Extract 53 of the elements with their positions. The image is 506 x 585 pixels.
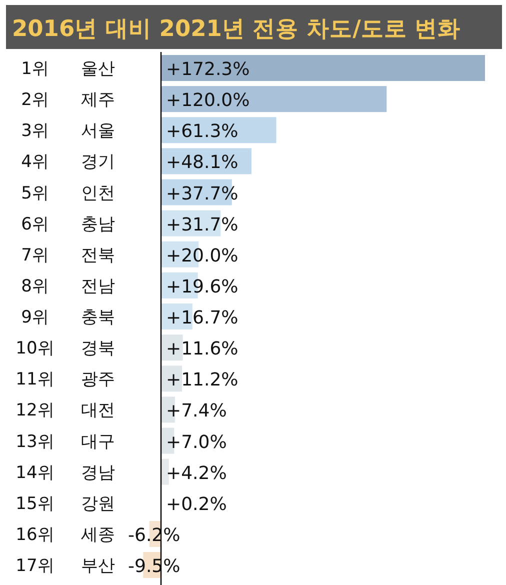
text: 14위 — [16, 462, 54, 483]
y-tick-label: 전북 — [81, 245, 115, 266]
data-label: +4.2% — [166, 462, 227, 484]
y-tick-label: 전남 — [81, 276, 115, 296]
y-tick-label: 경기 — [81, 152, 115, 172]
data-label: +120.0% — [166, 90, 250, 112]
data-label: +172.3% — [166, 59, 250, 80]
text: 4위 — [21, 152, 49, 172]
y-tick-label: 경남 — [81, 462, 115, 483]
data-label: +61.3% — [166, 121, 238, 142]
data-label: +48.1% — [166, 152, 238, 174]
y-tick-label: 제주 — [81, 90, 115, 110]
chart-title: 2016년 대비 2021년 전용 차도/도로 변화 — [12, 16, 461, 42]
text: 16위 — [16, 524, 54, 545]
y-tick-label: 강원 — [81, 494, 115, 514]
y-tick-label: 세종 — [81, 524, 115, 545]
y-tick-label: 울산 — [81, 59, 115, 79]
data-label: +0.2% — [166, 494, 227, 515]
y-tick-label: 대전 — [81, 400, 115, 421]
text: 5위 — [21, 183, 49, 204]
text: 13위 — [16, 432, 54, 452]
text: 1위 — [21, 59, 49, 79]
text: 10위 — [16, 338, 54, 359]
data-label: +31.7% — [166, 214, 238, 236]
data-label: +16.7% — [166, 308, 238, 328]
data-label: +20.0% — [166, 245, 238, 266]
data-label: +11.6% — [166, 338, 238, 360]
data-label: +11.2% — [166, 370, 238, 391]
text: 8위 — [21, 276, 49, 296]
data-label: +7.4% — [166, 400, 227, 422]
text: 2위 — [21, 90, 49, 110]
data-label: +37.7% — [166, 183, 238, 204]
text: 11위 — [16, 370, 54, 390]
text: 12위 — [16, 400, 54, 421]
text: 9위 — [21, 308, 49, 328]
bar — [161, 458, 169, 485]
y-tick-label: 서울 — [81, 121, 115, 142]
text: 7위 — [21, 245, 49, 266]
text: 17위 — [16, 556, 54, 576]
data-label: +7.0% — [166, 432, 227, 453]
y-tick-label: 충남 — [81, 214, 115, 234]
y-tick-label: 대구 — [81, 432, 115, 452]
data-label: +19.6% — [166, 276, 238, 298]
bar — [161, 55, 485, 81]
bar — [161, 86, 387, 112]
y-tick-label: 부산 — [81, 556, 115, 576]
y-tick-label: 광주 — [81, 370, 115, 390]
y-tick-label: 경북 — [81, 338, 115, 359]
text: 6위 — [21, 214, 49, 234]
y-tick-label: 인천 — [81, 183, 115, 204]
y-tick-label: 충북 — [81, 308, 115, 328]
text: 15위 — [16, 494, 54, 514]
text: 3위 — [21, 121, 49, 142]
